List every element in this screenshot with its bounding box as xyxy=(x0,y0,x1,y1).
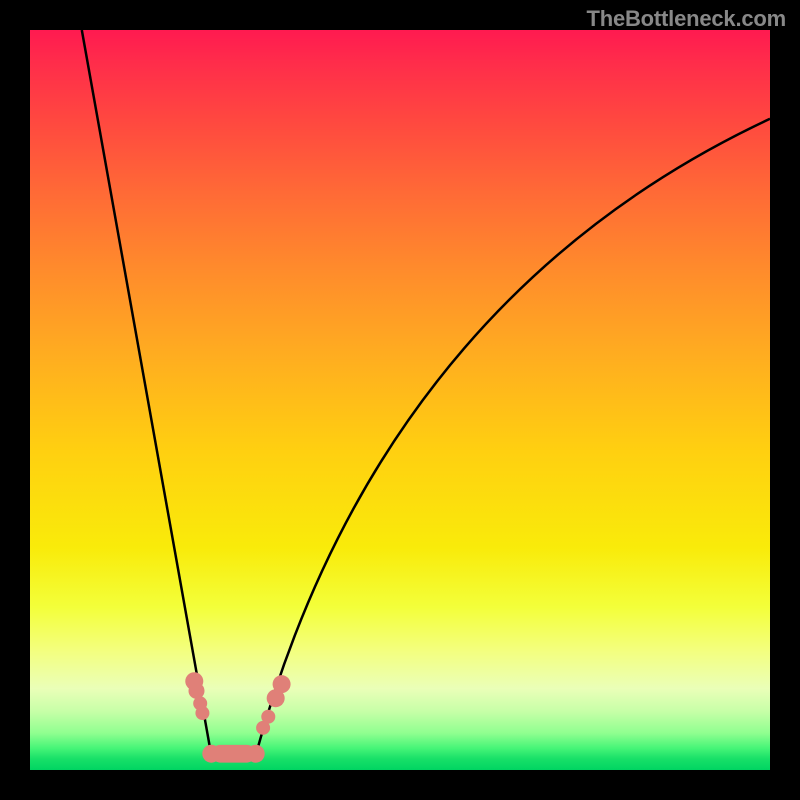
v-curve-left xyxy=(82,30,212,755)
canvas: TheBottleneck.com xyxy=(0,0,800,800)
marker-dot xyxy=(273,675,291,693)
marker-dot xyxy=(195,706,209,720)
curve-layer xyxy=(30,30,770,770)
marker-dot xyxy=(247,745,265,763)
watermark-text: TheBottleneck.com xyxy=(586,6,786,32)
marker-dot xyxy=(189,683,205,699)
plot-area xyxy=(30,30,770,770)
markers xyxy=(185,672,290,763)
marker-dot xyxy=(202,745,220,763)
v-curve-right xyxy=(256,119,770,755)
marker-dot xyxy=(261,710,275,724)
